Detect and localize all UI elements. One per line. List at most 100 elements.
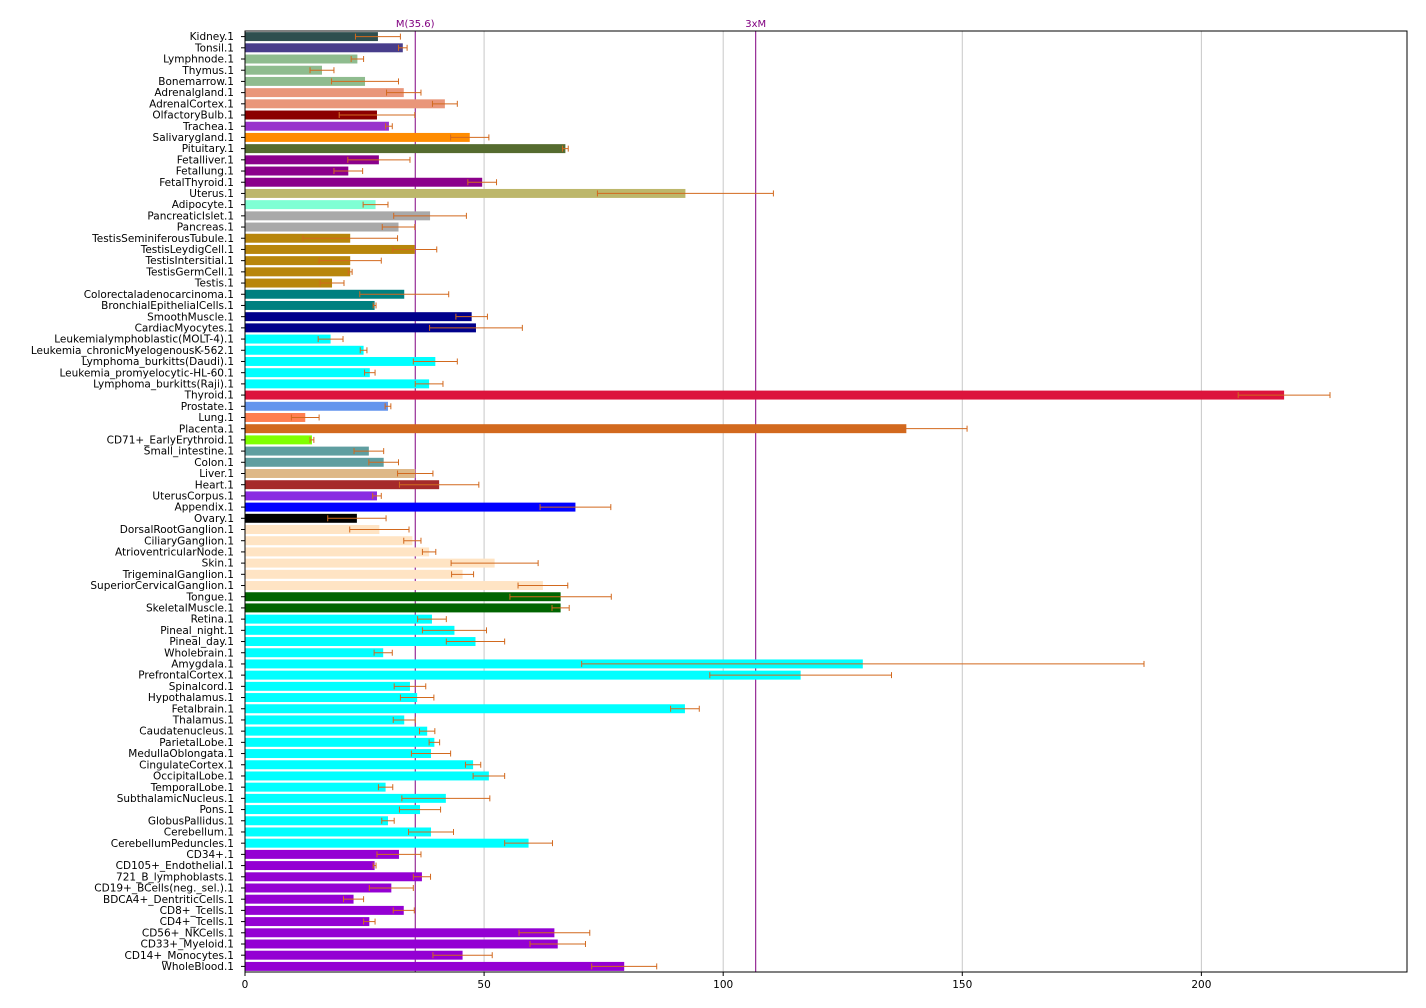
bar bbox=[245, 345, 364, 355]
category-label: TestisIntersitial.1 bbox=[144, 255, 234, 267]
category-label: Small_intestine.1 bbox=[144, 446, 234, 458]
category-label: SubthalamicNucleus.1 bbox=[117, 793, 234, 805]
category-label: Uterus.1 bbox=[189, 188, 234, 200]
category-label: ParietalLobe.1 bbox=[159, 737, 234, 749]
bar bbox=[245, 368, 370, 378]
bar bbox=[245, 99, 445, 109]
category-label: TestisSeminiferousTubule.1 bbox=[91, 233, 234, 245]
reference-line-label: M(35.6) bbox=[396, 19, 435, 30]
category-label: Prostate.1 bbox=[181, 401, 234, 413]
error-bar bbox=[412, 358, 458, 365]
bar bbox=[245, 188, 686, 198]
category-label: Cerebellum.1 bbox=[164, 827, 234, 839]
bar bbox=[245, 401, 388, 411]
error-bar bbox=[431, 100, 458, 107]
error-bar bbox=[338, 112, 416, 119]
category-label: Kidney.1 bbox=[190, 31, 234, 43]
category-label: BDCA4+_DentriticCells.1 bbox=[103, 894, 234, 906]
category-label: CD71+_EarlyErythroid.1 bbox=[107, 434, 234, 446]
category-label: CD56+_NKCells.1 bbox=[142, 927, 234, 939]
bar bbox=[245, 312, 472, 322]
bar bbox=[245, 681, 410, 691]
bar bbox=[245, 278, 333, 288]
x-tick-label: 200 bbox=[1191, 979, 1211, 991]
error-bar bbox=[504, 840, 553, 847]
bar bbox=[245, 715, 405, 725]
bar bbox=[245, 457, 384, 467]
bar bbox=[245, 155, 379, 165]
error-bar bbox=[1237, 392, 1331, 399]
bar bbox=[245, 760, 474, 770]
error-bar bbox=[381, 817, 395, 824]
error-bar bbox=[331, 78, 399, 85]
error-bar bbox=[450, 560, 539, 567]
category-label: CD8+_Tcells.1 bbox=[160, 905, 234, 917]
bar bbox=[245, 222, 399, 232]
category-label: Fetallung.1 bbox=[176, 166, 234, 178]
category-label: GlobusPallidus.1 bbox=[148, 815, 234, 827]
bar bbox=[245, 446, 369, 456]
category-label: Pineal_night.1 bbox=[160, 625, 234, 637]
bar bbox=[245, 782, 386, 792]
category-label: Lymphoma_burkitts(Raji).1 bbox=[93, 378, 234, 390]
error-bar bbox=[368, 459, 399, 466]
bar bbox=[245, 390, 1285, 400]
error-bar bbox=[410, 750, 452, 757]
error-bar bbox=[372, 302, 377, 309]
error-bar bbox=[455, 313, 488, 320]
category-label: PrefrontalCortex.1 bbox=[138, 670, 234, 682]
error-bar bbox=[392, 716, 416, 723]
error-bar bbox=[347, 268, 353, 275]
error-bar bbox=[318, 257, 382, 264]
reference-lines: M(35.6) 3xM bbox=[396, 19, 766, 972]
category-label: Adrenalgland.1 bbox=[154, 87, 234, 99]
bar bbox=[245, 558, 495, 568]
category-label: CD14+_Monocytes.1 bbox=[125, 950, 234, 962]
category-label: Retina.1 bbox=[191, 614, 234, 626]
error-bar bbox=[353, 448, 385, 455]
error-bar bbox=[539, 504, 612, 511]
error-bar bbox=[309, 67, 335, 74]
error-bar bbox=[419, 728, 436, 735]
category-label: CD105+_Endothelial.1 bbox=[116, 860, 234, 872]
category-label: Lung.1 bbox=[198, 412, 234, 424]
error-bar bbox=[450, 134, 490, 141]
error-bar bbox=[393, 212, 467, 219]
category-label: Tonsil.1 bbox=[194, 42, 234, 54]
error-bar bbox=[362, 201, 389, 208]
error-bar bbox=[509, 593, 612, 600]
category-label: CD19+_BCells(neg._sel.).1 bbox=[94, 883, 234, 895]
error-bar bbox=[429, 324, 523, 331]
error-bar bbox=[581, 660, 1145, 667]
error-bar bbox=[464, 761, 482, 768]
error-bar bbox=[414, 380, 444, 387]
x-axis-ticks: 0 50 100 150 200 bbox=[241, 36, 1211, 991]
bar bbox=[245, 637, 476, 647]
bar bbox=[245, 356, 436, 366]
bar bbox=[245, 379, 430, 389]
error-bar bbox=[398, 481, 480, 488]
error-bar bbox=[467, 179, 498, 186]
bar bbox=[245, 547, 430, 557]
bar bbox=[245, 805, 421, 815]
bar bbox=[245, 267, 351, 277]
error-bar bbox=[428, 739, 441, 746]
category-label: SmoothMuscle.1 bbox=[147, 311, 234, 323]
bar bbox=[245, 693, 418, 703]
error-bar bbox=[412, 873, 432, 880]
error-bar bbox=[403, 537, 422, 544]
error-bar bbox=[401, 795, 491, 802]
error-bar bbox=[472, 772, 506, 779]
error-bar bbox=[368, 884, 414, 891]
category-label: Bonemarrow.1 bbox=[158, 76, 234, 88]
bar bbox=[245, 323, 476, 333]
category-label: FetalThyroid.1 bbox=[159, 177, 234, 189]
error-bar bbox=[327, 515, 387, 522]
error-bar bbox=[709, 672, 893, 679]
error-bar bbox=[359, 291, 450, 298]
bar bbox=[245, 827, 432, 837]
category-label: BronchialEpithelialCells.1 bbox=[101, 300, 234, 312]
bar bbox=[245, 536, 413, 546]
bar bbox=[245, 166, 349, 176]
category-label: CingulateCortex.1 bbox=[139, 759, 234, 771]
